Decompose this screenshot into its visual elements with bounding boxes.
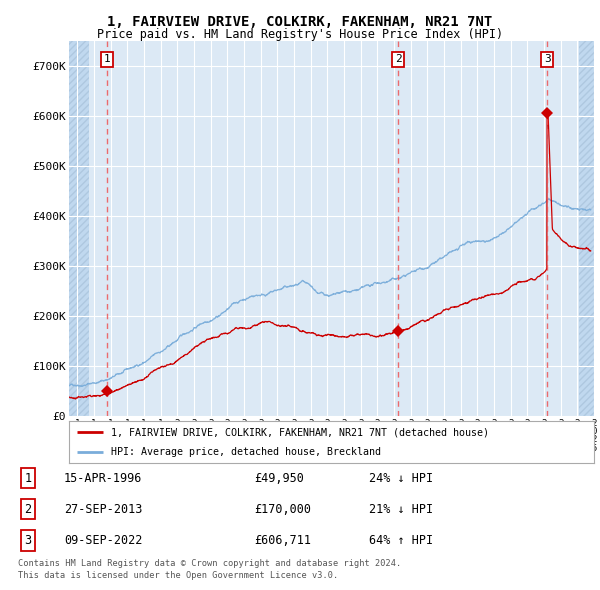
Text: 1: 1 (25, 472, 32, 485)
Text: £170,000: £170,000 (254, 503, 311, 516)
Text: £606,711: £606,711 (254, 534, 311, 547)
Bar (579, 41, 594, 416)
Bar (69, 41, 89, 416)
Bar (579, 41, 594, 416)
Bar (69, 41, 89, 416)
Text: 15-APR-1996: 15-APR-1996 (64, 472, 142, 485)
Text: Price paid vs. HM Land Registry's House Price Index (HPI): Price paid vs. HM Land Registry's House … (97, 28, 503, 41)
Text: HPI: Average price, detached house, Breckland: HPI: Average price, detached house, Brec… (111, 447, 381, 457)
Text: 2: 2 (395, 54, 401, 64)
Text: 64% ↑ HPI: 64% ↑ HPI (369, 534, 433, 547)
Text: 1, FAIRVIEW DRIVE, COLKIRK, FAKENHAM, NR21 7NT: 1, FAIRVIEW DRIVE, COLKIRK, FAKENHAM, NR… (107, 15, 493, 29)
Text: 1: 1 (104, 54, 110, 64)
Text: 21% ↓ HPI: 21% ↓ HPI (369, 503, 433, 516)
Text: 2: 2 (25, 503, 32, 516)
Text: 24% ↓ HPI: 24% ↓ HPI (369, 472, 433, 485)
Text: Contains HM Land Registry data © Crown copyright and database right 2024.: Contains HM Land Registry data © Crown c… (18, 559, 401, 568)
Text: 09-SEP-2022: 09-SEP-2022 (64, 534, 142, 547)
Text: This data is licensed under the Open Government Licence v3.0.: This data is licensed under the Open Gov… (18, 572, 338, 581)
Text: £49,950: £49,950 (254, 472, 304, 485)
Text: 1, FAIRVIEW DRIVE, COLKIRK, FAKENHAM, NR21 7NT (detached house): 1, FAIRVIEW DRIVE, COLKIRK, FAKENHAM, NR… (111, 427, 489, 437)
Text: 3: 3 (544, 54, 551, 64)
Text: 3: 3 (25, 534, 32, 547)
Text: 27-SEP-2013: 27-SEP-2013 (64, 503, 142, 516)
